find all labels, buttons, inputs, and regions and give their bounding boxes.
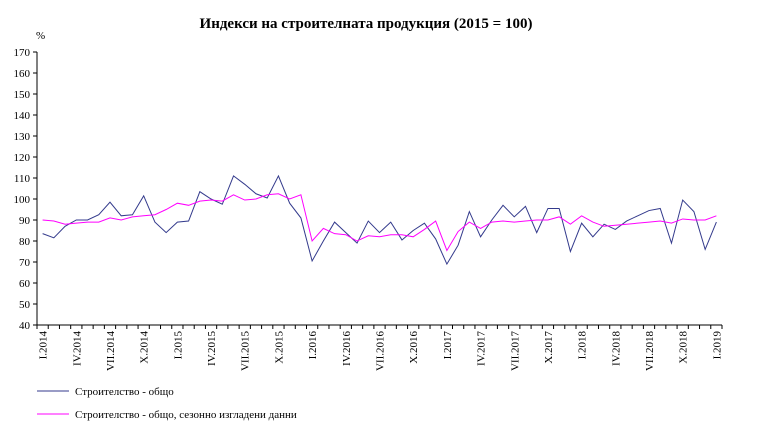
x-tick-label: X.2017 (543, 331, 555, 364)
x-tick-label: VII.2017 (509, 331, 521, 372)
y-tick-label: 100 (14, 194, 31, 206)
x-tick-label: VII.2018 (644, 331, 656, 372)
x-tick-label: VII.2014 (105, 331, 117, 372)
y-tick-label: 80 (19, 236, 31, 248)
legend-label-2: Строителство - общо, сезонно изгладени д… (75, 409, 297, 421)
y-tick-label: 170 (14, 47, 31, 59)
chart-title: Индекси на строителната продукция (2015 … (200, 16, 533, 32)
x-tick-label: IV.2014 (71, 331, 83, 366)
series-line-1 (42, 174, 717, 266)
x-tick-label: I.2015 (172, 331, 184, 360)
x-tick-label: I.2018 (577, 331, 589, 360)
y-tick-label: 140 (14, 110, 31, 122)
x-tick-label: I.2016 (307, 331, 319, 360)
y-tick-label: 160 (14, 68, 31, 80)
x-tick-label: IV.2017 (476, 331, 488, 366)
y-tick-label: 110 (14, 173, 31, 185)
x-tick-label: IV.2016 (341, 331, 353, 366)
x-tick-label: IV.2015 (206, 331, 218, 366)
x-tick-label: I.2017 (442, 331, 454, 360)
series-group (42, 174, 717, 266)
x-tick-label: X.2016 (408, 331, 420, 364)
y-tick-label: 120 (14, 152, 31, 164)
y-tick-label: 70 (19, 257, 31, 269)
x-tick-label: IV.2018 (610, 331, 622, 366)
y-tick-label: 130 (14, 131, 31, 143)
y-tick-label: 150 (14, 89, 31, 101)
y-axis-unit-label: % (36, 30, 45, 42)
y-tick-label: 60 (19, 278, 31, 290)
x-tick-label: VII.2016 (375, 331, 387, 372)
x-tick-label: X.2018 (678, 331, 690, 364)
series-line-2 (42, 193, 717, 252)
axes-group: 40 50 60 70 80 90 100 110 120 130 140 150 160 170 I.20… (14, 47, 724, 371)
x-tick-label: VII.2015 (240, 331, 252, 372)
x-tick-label: I.2019 (711, 331, 723, 360)
legend-label-1: Строителство - общо (75, 386, 174, 398)
x-tick-label: X.2015 (273, 331, 285, 364)
y-tick-label: 40 (19, 320, 31, 332)
y-tick-label: 50 (19, 299, 31, 311)
y-tick-label: 90 (19, 215, 31, 227)
x-tick-label: I.2014 (38, 331, 50, 360)
x-tick-label: X.2014 (139, 331, 151, 364)
legend: Строителство - общо Строителство - общо, … (37, 386, 297, 421)
